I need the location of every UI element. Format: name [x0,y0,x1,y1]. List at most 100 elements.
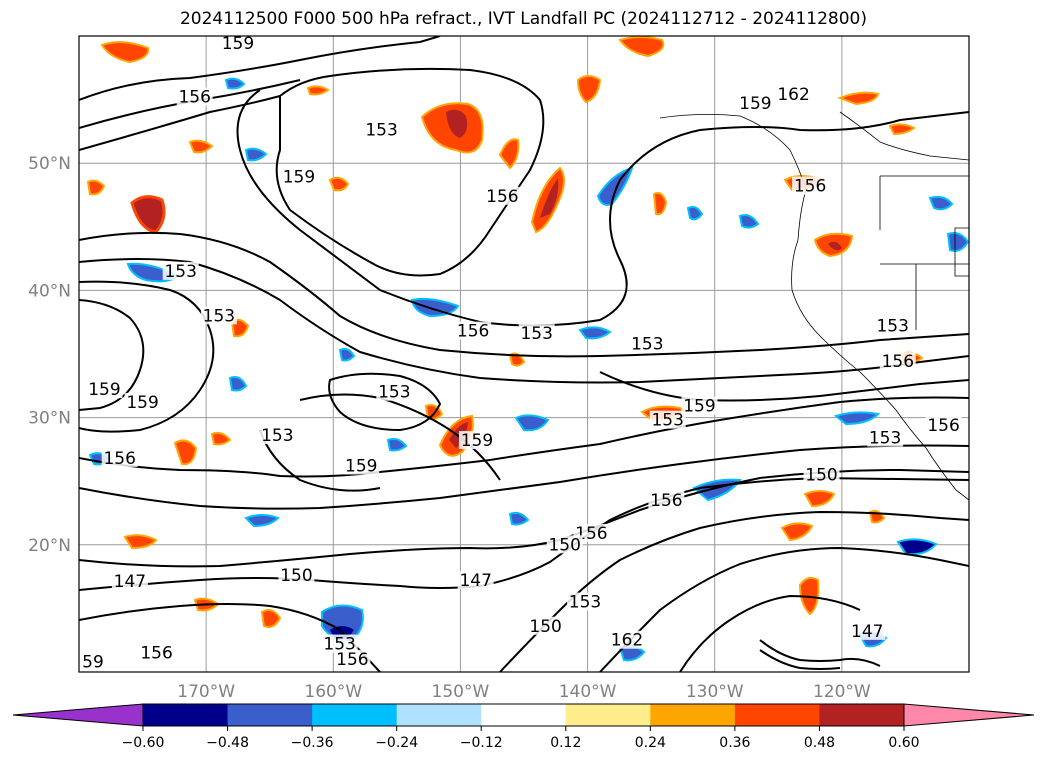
longitude-label: 130°W [686,682,744,702]
contour-label: 153 [876,317,908,337]
contour-label: 153 [869,428,901,448]
contour-label-background [775,85,812,104]
contour-label: 156 [457,322,489,342]
contour-label: 153 [520,324,552,344]
contour-label: 156 [140,643,172,663]
colorbar-segment [481,704,567,726]
colorbar-label: 0.60 [888,735,919,751]
contour-label: 156 [927,416,959,436]
colorbar-segment [312,704,398,726]
contour-label: 153 [631,334,663,354]
contour-label: 150 [548,535,580,555]
contour-label-background [219,36,256,53]
contour-label: 153 [164,262,196,282]
contour-label: 150 [529,617,561,637]
contour-label-background [321,634,358,653]
contour-label-background [363,120,400,139]
contour-label: 159 [683,397,715,417]
colorbar-label: −0.48 [206,735,249,751]
contour-label-background [111,572,148,591]
contour-label-background [649,410,686,429]
colorbar-label: 0.24 [635,735,666,751]
colorbar-segment [565,704,651,726]
contour-label: 153 [203,306,235,326]
contour-label: 156 [794,177,826,197]
contour-label: 156 [486,187,518,207]
contour-label-background [867,428,904,447]
contour-label: 153 [569,593,601,613]
colorbar-segment [143,704,229,726]
colorbar-segment [734,704,820,726]
contour-label: 156 [882,352,914,372]
colorbar-label: −0.24 [375,735,418,751]
contour-label: 153 [365,121,397,141]
contour-label-background [792,176,829,195]
contour-label-background [280,167,317,186]
contour-label-background [546,535,583,554]
contour-label: 156 [575,524,607,544]
contour-label-background [648,490,685,509]
longitude-label: 170°W [177,682,235,702]
contour-label-background [176,87,213,106]
latitude-label: 40°N [28,281,71,301]
colorbar-label: 0.48 [804,735,835,751]
contour-label-background [79,652,111,671]
colorbar-label: −0.12 [460,735,503,751]
contour-label-background [343,456,380,475]
contour-label-background [200,306,237,325]
latitude-label: 50°N [28,154,71,174]
contour-label-background [124,392,161,411]
contour-label: 162 [611,631,643,651]
contour-label-background [527,616,564,635]
contour-label-background [101,448,138,467]
contour-label-background [457,570,494,589]
contour-label: 159 [126,393,158,413]
latitude-label: 30°N [28,409,71,429]
colorbar-segment [396,704,482,726]
contour-label-background [874,316,911,335]
colorbar-max-extend [903,703,1035,727]
contour-label: 159 [461,431,493,451]
contour-label: 156 [336,650,368,670]
contour-label: 147 [114,572,146,592]
contour-label: 162 [777,85,809,105]
contour-label: 159 [222,34,254,54]
contour-label-background [278,565,315,584]
contour-label: 153 [261,426,293,446]
contour-label: 159 [283,168,315,188]
longitude-label: 120°W [813,682,871,702]
colorbar-label: 0.12 [550,735,581,751]
contour-label-background [162,261,199,280]
latitude-label: 20°N [28,536,71,556]
contour-label-background [629,334,666,353]
contour-label: 156 [178,88,210,108]
contour-label-background [879,352,916,371]
contour-label-background [455,321,492,340]
longitude-label: 160°W [304,682,362,702]
contour-label: 153 [651,411,683,431]
colorbar-segment [227,704,313,726]
colorbar-segment [819,704,905,726]
contour-label: 150 [805,465,837,485]
contour-label: 147 [851,622,883,642]
contour-label-background [484,186,521,205]
longitude-label: 140°W [559,682,617,702]
colorbar-min-extend [12,703,144,727]
contour-label: 153 [378,383,410,403]
colorbar-label: −0.36 [291,735,334,751]
contour-label-background [518,324,555,343]
contour-label-background [737,93,774,112]
contour-label-background [803,465,840,484]
contour-label: 156 [650,491,682,511]
longitude-labels: 170°W 160°W 150°W 140°W 130°W 120°W [177,682,871,702]
contour-label: 150 [280,566,312,586]
latitude-labels: 50°N 40°N 30°N 20°N [28,154,71,556]
colorbar-outline [142,703,905,727]
contour-label: 159 [88,380,120,400]
contour-label-background [567,592,604,611]
colorbar: −0.60 −0.48 −0.36 −0.24 −0.12 0.12 0.24 0.36 0.4… [12,703,1035,751]
contour-label-background [458,431,495,450]
contour-label-background [376,382,413,401]
